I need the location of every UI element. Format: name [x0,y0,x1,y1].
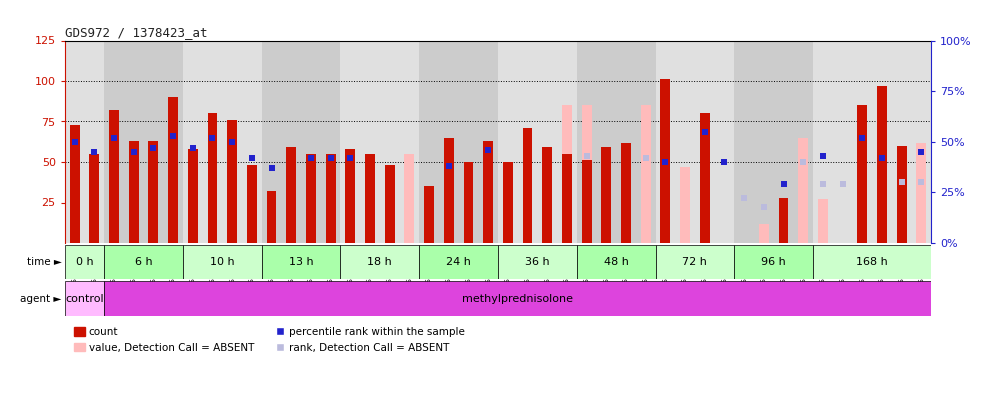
Bar [779,198,789,243]
Text: time ►: time ► [27,257,62,267]
Bar [655,245,734,279]
Text: 36 h: 36 h [525,257,550,267]
Text: 6 h: 6 h [134,257,152,267]
Text: 168 h: 168 h [857,257,888,267]
Bar [183,245,262,279]
Bar [306,154,316,243]
Bar [759,224,769,243]
Bar [734,40,813,243]
Bar [105,245,183,279]
Bar [896,146,906,243]
Text: methylprednisolone: methylprednisolone [462,294,573,304]
Bar [562,154,572,243]
Bar [655,40,734,243]
Bar [267,191,277,243]
Bar [105,40,183,243]
Bar [463,162,473,243]
Bar [227,120,237,243]
Legend: count, value, Detection Call = ABSENT, percentile rank within the sample, rank, : count, value, Detection Call = ABSENT, p… [70,323,469,357]
Bar [660,79,670,243]
Bar [498,40,577,243]
Bar [341,245,419,279]
Bar [523,128,533,243]
Bar [818,199,828,243]
Bar [680,167,690,243]
Bar [366,154,374,243]
Bar [326,154,336,243]
Bar [404,154,414,243]
Bar [877,86,887,243]
Bar [503,162,513,243]
Bar [916,143,926,243]
Bar [734,245,813,279]
Bar [602,147,612,243]
Bar [562,105,572,243]
Bar [286,147,296,243]
Bar [444,138,454,243]
Bar [183,40,262,243]
Text: control: control [65,294,104,304]
Bar [640,105,650,243]
Bar [483,141,493,243]
Bar [346,149,356,243]
Bar [90,154,100,243]
Bar [207,113,217,243]
Text: 72 h: 72 h [682,257,707,267]
Bar [70,125,80,243]
Bar [582,160,592,243]
Text: GDS972 / 1378423_at: GDS972 / 1378423_at [65,26,207,39]
Text: agent ►: agent ► [20,294,62,304]
Text: 48 h: 48 h [604,257,628,267]
Bar [582,105,592,243]
Bar [542,147,552,243]
Text: 18 h: 18 h [368,257,392,267]
Bar [700,113,710,243]
Bar [799,138,808,243]
Bar [262,245,341,279]
Text: 24 h: 24 h [446,257,471,267]
Bar [813,40,931,243]
Text: 10 h: 10 h [210,257,235,267]
Text: 96 h: 96 h [761,257,786,267]
Text: 13 h: 13 h [289,257,314,267]
Bar [148,141,158,243]
Bar [341,40,419,243]
Bar [65,281,105,316]
Bar [419,40,498,243]
Text: 0 h: 0 h [76,257,94,267]
Bar [247,165,257,243]
Bar [128,141,138,243]
Bar [262,40,341,243]
Bar [188,149,197,243]
Bar [577,245,655,279]
Bar [168,97,178,243]
Bar [577,40,655,243]
Bar [813,245,931,279]
Bar [419,245,498,279]
Bar [622,143,630,243]
Bar [858,105,868,243]
Bar [65,245,105,279]
Bar [424,186,434,243]
Bar [65,40,105,243]
Bar [384,165,394,243]
Bar [109,110,119,243]
Bar [498,245,577,279]
